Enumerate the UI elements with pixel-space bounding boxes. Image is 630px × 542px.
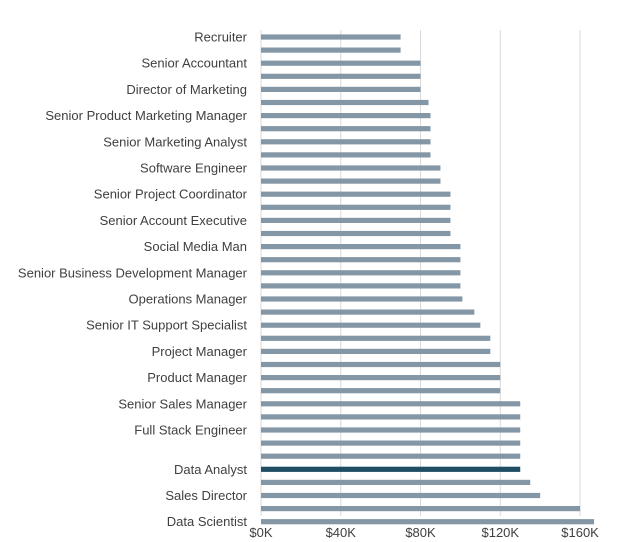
category-label: Operations Manager bbox=[128, 292, 247, 307]
bar bbox=[261, 401, 521, 407]
bar bbox=[261, 217, 451, 223]
x-tick-label: $160K bbox=[561, 525, 599, 540]
bar bbox=[261, 60, 421, 66]
bar bbox=[261, 506, 581, 512]
bar bbox=[261, 361, 501, 368]
bar bbox=[261, 309, 475, 315]
category-label: Data Analyst bbox=[174, 462, 247, 477]
x-tick-label: $120K bbox=[481, 525, 519, 540]
category-labels: Recruiter Senior Accountant Director of Ma… bbox=[18, 30, 248, 530]
bar bbox=[261, 335, 491, 341]
bar bbox=[261, 453, 521, 459]
x-tick-label: $0K bbox=[249, 525, 272, 540]
bar-highlighted bbox=[261, 466, 521, 472]
category-label: Social Media Man bbox=[144, 239, 247, 254]
category-label: Senior Product Marketing Manager bbox=[45, 108, 247, 123]
bar bbox=[261, 479, 531, 485]
category-label: Sales Director bbox=[165, 488, 247, 503]
bar bbox=[261, 492, 541, 499]
category-label: Software Engineer bbox=[140, 161, 248, 176]
bar bbox=[261, 388, 501, 394]
category-label: Full Stack Engineer bbox=[134, 423, 247, 438]
bar bbox=[261, 204, 451, 210]
category-label: Senior Marketing Analyst bbox=[103, 134, 247, 149]
bar bbox=[261, 73, 421, 79]
bar bbox=[261, 178, 441, 184]
bars bbox=[261, 34, 595, 525]
bar bbox=[261, 257, 461, 263]
bar bbox=[261, 296, 463, 302]
bar bbox=[261, 322, 481, 328]
bar bbox=[261, 165, 441, 171]
category-label: Senior Business Development Manager bbox=[18, 265, 248, 280]
category-label: Senior Project Coordinator bbox=[94, 187, 248, 202]
category-label: Data Scientist bbox=[167, 514, 248, 529]
bar bbox=[261, 283, 461, 289]
bar bbox=[261, 139, 431, 145]
bar bbox=[261, 348, 491, 354]
category-label: Senior Account Executive bbox=[100, 213, 247, 228]
x-tick-label: $80K bbox=[405, 525, 436, 540]
category-label: Senior Sales Manager bbox=[118, 396, 247, 411]
bar bbox=[261, 126, 431, 132]
bar bbox=[261, 519, 595, 525]
bar bbox=[261, 414, 521, 420]
bar bbox=[261, 113, 431, 119]
bar bbox=[261, 34, 401, 40]
category-label: Senior Accountant bbox=[141, 56, 247, 71]
category-label: Director of Marketing bbox=[126, 82, 247, 97]
x-axis-tick-labels: $0K $40K $80K $120K $160K bbox=[249, 525, 599, 540]
bar bbox=[261, 86, 421, 92]
bar bbox=[261, 375, 501, 381]
category-label: Recruiter bbox=[194, 30, 247, 45]
bar bbox=[261, 427, 521, 433]
bar bbox=[261, 230, 451, 237]
bar bbox=[261, 152, 431, 158]
x-tick-label: $40K bbox=[326, 525, 357, 540]
bar bbox=[261, 47, 401, 53]
category-label: Product Manager bbox=[147, 370, 247, 385]
bar bbox=[261, 99, 429, 106]
category-label: Senior IT Support Specialist bbox=[86, 318, 247, 333]
bar bbox=[261, 440, 521, 446]
bar bbox=[261, 270, 461, 276]
category-label: Project Manager bbox=[152, 344, 248, 359]
bar bbox=[261, 191, 451, 197]
bar bbox=[261, 244, 461, 250]
